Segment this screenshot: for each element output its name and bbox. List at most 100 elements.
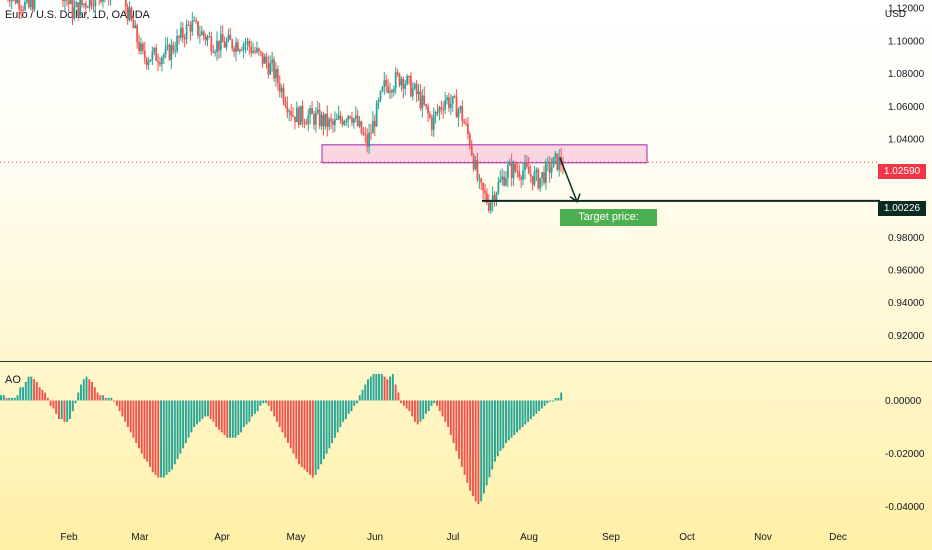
- candle-body: [506, 165, 509, 178]
- candle-body: [202, 31, 205, 36]
- candle-body: [411, 88, 414, 97]
- ao-bar: [237, 400, 240, 436]
- ao-bar: [143, 400, 146, 459]
- candlestick-series: [7, 0, 564, 214]
- candle-body: [539, 177, 542, 189]
- candle-body: [546, 161, 549, 163]
- ao-bar: [482, 400, 485, 494]
- candle-body: [261, 52, 264, 64]
- ao-bar: [496, 400, 499, 457]
- candle-body: [170, 44, 173, 60]
- ao-bar: [419, 400, 422, 422]
- ao-bar: [289, 400, 292, 449]
- ao-bar: [336, 400, 339, 433]
- candle-body: [128, 7, 131, 21]
- ao-bar: [353, 400, 356, 406]
- ao-bar: [187, 400, 190, 438]
- ao-bar: [339, 400, 342, 428]
- candle-body: [16, 0, 19, 3]
- candle-body: [375, 102, 378, 127]
- candle-body: [275, 69, 277, 79]
- month-tick-label: Dec: [829, 532, 847, 543]
- candle-body: [62, 0, 64, 2]
- ao-bar: [422, 400, 425, 420]
- candle-body: [227, 34, 230, 42]
- ao-bar: [281, 400, 284, 433]
- ao-bar: [46, 397, 49, 401]
- ao-bar: [121, 400, 124, 417]
- candle-body: [185, 24, 188, 40]
- candle-body: [410, 76, 412, 97]
- pane-divider[interactable]: [0, 361, 932, 362]
- price-tick-label: 0.98000: [888, 233, 925, 244]
- ao-bar: [215, 400, 218, 428]
- ao-bar: [107, 397, 110, 401]
- candle-body: [305, 123, 308, 125]
- ao-bar: [149, 400, 151, 467]
- candle-body: [345, 121, 348, 123]
- candle-body: [343, 121, 346, 125]
- ao-bar: [140, 400, 143, 454]
- candle-body: [294, 116, 296, 123]
- candle-body: [130, 7, 133, 20]
- ao-bar: [55, 400, 58, 414]
- ao-bar: [229, 400, 231, 438]
- ao-bar: [491, 400, 494, 470]
- candle-body: [271, 59, 274, 63]
- candle-body: [463, 121, 466, 124]
- ao-bar: [383, 376, 386, 401]
- ao-bar: [66, 400, 69, 422]
- candle-body: [140, 43, 142, 52]
- candle-body: [193, 20, 196, 22]
- ao-bar: [220, 400, 223, 433]
- candle-body: [269, 62, 272, 75]
- ao-bar: [356, 400, 358, 404]
- candle-body: [250, 46, 253, 53]
- candle-body: [238, 49, 241, 52]
- ao-bar: [311, 400, 314, 478]
- candle-body: [421, 95, 424, 109]
- candle-body: [77, 2, 80, 16]
- candle-body: [138, 42, 140, 52]
- candle-body: [254, 50, 256, 52]
- ao-bar: [499, 400, 502, 451]
- candle-body: [141, 43, 144, 51]
- candle-body: [423, 95, 426, 105]
- ao-bar: [5, 397, 8, 401]
- ao-bar: [259, 400, 262, 406]
- ao-bar: [179, 400, 182, 454]
- candle-body: [333, 119, 336, 125]
- ao-bar: [11, 397, 13, 401]
- ao-bar: [413, 400, 416, 422]
- candle-body: [149, 59, 152, 62]
- candle-body: [214, 52, 217, 54]
- ao-bar: [436, 400, 438, 406]
- ao-bar: [347, 400, 350, 414]
- candle-body: [69, 0, 72, 5]
- candle-body: [533, 172, 536, 185]
- ao-bar: [358, 395, 361, 401]
- ao-bar: [378, 373, 381, 401]
- ao-indicator-label[interactable]: AO: [5, 374, 21, 386]
- ao-bar: [400, 400, 403, 404]
- candle-body: [24, 1, 26, 10]
- month-tick-label: Oct: [679, 532, 695, 543]
- ao-bar: [320, 400, 323, 465]
- candle-body: [326, 113, 329, 127]
- candle-body: [505, 177, 507, 186]
- candle-body: [26, 0, 28, 2]
- candle-body: [313, 114, 315, 125]
- price-tick-label: 1.04000: [888, 135, 925, 146]
- candle-body: [389, 90, 391, 93]
- ao-bar: [212, 400, 215, 422]
- candle-body: [356, 115, 359, 126]
- resistance-zone-box: [321, 144, 648, 164]
- candle-body: [362, 133, 365, 135]
- ao-bar: [477, 400, 480, 505]
- candle-body: [20, 9, 23, 11]
- candle-body: [124, 0, 127, 7]
- ao-bar: [204, 400, 207, 417]
- candle-body: [408, 76, 410, 78]
- candle-body: [491, 195, 494, 203]
